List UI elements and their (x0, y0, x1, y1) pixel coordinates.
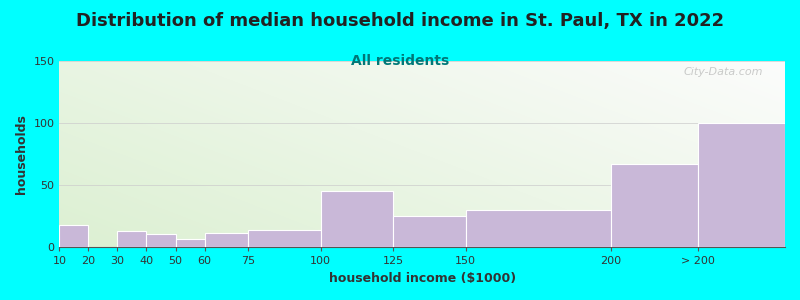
Bar (466, 210, 611, 248)
Bar (698, 123, 785, 248)
Bar (118, 231, 146, 248)
Text: Distribution of median household income in St. Paul, TX in 2022: Distribution of median household income … (76, 12, 724, 30)
Text: City-Data.com: City-Data.com (684, 67, 763, 76)
X-axis label: household income ($1000): household income ($1000) (329, 272, 516, 285)
Bar (175, 239, 205, 248)
Bar (248, 230, 321, 247)
Bar (611, 164, 698, 248)
Bar (59, 225, 89, 248)
Bar (205, 232, 248, 247)
Bar (393, 216, 466, 247)
Y-axis label: households: households (15, 114, 28, 194)
Bar (146, 234, 175, 248)
Bar (321, 191, 393, 248)
Text: All residents: All residents (351, 54, 449, 68)
